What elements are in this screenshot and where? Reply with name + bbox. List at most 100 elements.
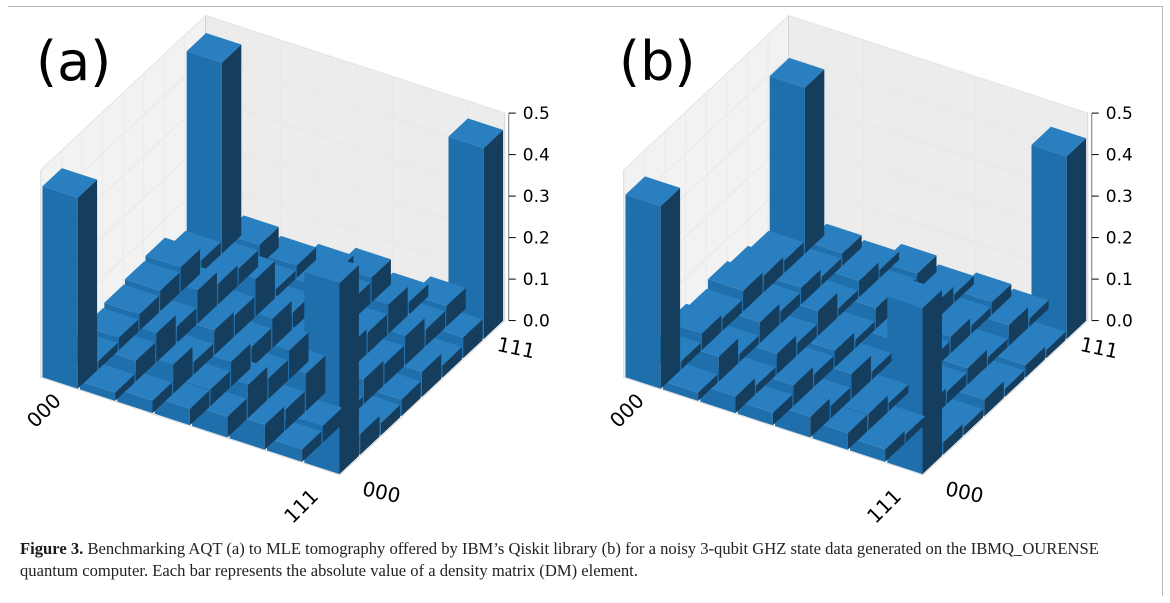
bar-face-right <box>152 382 172 414</box>
bar-face-right <box>483 129 504 339</box>
z-tick-label: 0.0 <box>523 312 550 332</box>
bar-face-left <box>117 389 153 414</box>
bar-face-right <box>868 395 888 431</box>
bar-face-left <box>154 397 190 426</box>
bar-face-right <box>834 332 855 368</box>
bar-face-left <box>266 437 303 462</box>
bar-face-right <box>231 343 251 387</box>
bar-face-right <box>743 272 763 312</box>
bar-face-right <box>268 360 288 399</box>
z-tick-label: 0.0 <box>1106 312 1133 332</box>
bar-face-right <box>801 269 821 305</box>
bar-face-right <box>718 338 739 382</box>
y-tick-label-start: 000 <box>360 476 402 507</box>
bar-face-right <box>1066 138 1087 339</box>
bar-face-right <box>804 69 825 254</box>
bar-face-right <box>289 332 309 380</box>
bar-face-right <box>305 355 326 412</box>
z-tick-label: 0.2 <box>523 229 550 249</box>
y-tick-label-start: 000 <box>943 476 985 507</box>
figure-caption: Figure 3. Benchmarking AQT (a) to MLE to… <box>20 538 1155 582</box>
bar-face-right <box>238 250 259 286</box>
bar-face-right <box>380 404 401 436</box>
panel-label: (b) <box>619 30 695 93</box>
bar-face-right <box>98 342 118 370</box>
bar-face-right <box>838 290 858 317</box>
z-tick-label: 0.5 <box>523 104 550 124</box>
bar-face-right <box>847 414 868 450</box>
bar-face-top <box>666 303 722 334</box>
bar-face-right <box>367 314 388 354</box>
bar-face-right <box>763 257 784 293</box>
y-tick-label-end: 111 <box>1078 332 1120 363</box>
bar-face-right <box>360 415 380 455</box>
bar-face-right <box>255 261 275 317</box>
bar-face-right <box>756 367 776 394</box>
x-tick-label-start: 000 <box>605 388 649 432</box>
bar-face-right <box>967 349 987 385</box>
bar-face-right <box>954 275 974 303</box>
bar-face-right <box>115 374 135 401</box>
z-tick-label: 0.1 <box>523 270 550 290</box>
bar-face-right <box>173 346 193 394</box>
bar-face-right <box>218 265 238 305</box>
bar-cell-0-7 <box>769 57 825 254</box>
bar-face-right <box>943 424 963 455</box>
bar-face-right <box>189 390 210 426</box>
bar-face-left <box>812 421 848 450</box>
z-tick-label: 0.3 <box>1106 187 1133 207</box>
bar-face-right <box>917 255 937 291</box>
bar-face-right <box>259 226 279 266</box>
bar-face-left <box>625 194 661 389</box>
bar-face-right <box>888 384 909 412</box>
bar-face-right <box>408 284 429 315</box>
bar-face-right <box>851 355 871 399</box>
bar-face-right <box>156 315 176 363</box>
bar-face-right <box>118 319 139 351</box>
bar-face-right <box>971 307 991 334</box>
bar-face-right <box>879 251 900 278</box>
bar-face-right <box>698 374 718 401</box>
bar-face-right <box>1025 347 1045 378</box>
bar-face-right <box>272 300 292 349</box>
bar-face-right <box>388 286 408 334</box>
bar-face-left <box>700 385 736 414</box>
z-gridline <box>40 14 505 171</box>
bar-face-right <box>814 356 834 387</box>
bar-face-left <box>769 76 805 254</box>
bar-face-right <box>322 407 343 443</box>
bar-cell-0-0 <box>42 168 98 389</box>
x-tick-label-end: 111 <box>862 484 906 528</box>
bar-face-right <box>139 296 159 331</box>
bar-face-right <box>227 398 247 438</box>
bar-face-top <box>448 118 504 149</box>
bar-face-left <box>42 186 78 389</box>
bar-face-right <box>425 311 446 347</box>
bar-face-right <box>363 360 384 404</box>
bar-face-right <box>660 187 681 389</box>
bar-face-top <box>625 176 681 207</box>
bar-face-right <box>296 247 317 278</box>
bar-face-right <box>739 335 759 363</box>
bar-face-right <box>821 258 842 286</box>
bar-face-right <box>784 242 804 273</box>
bar-face-right <box>963 409 984 436</box>
bar-face-right <box>371 259 391 303</box>
bar-face-left <box>1031 144 1067 339</box>
bar-face-top <box>304 253 359 284</box>
bar-face-right <box>276 270 296 298</box>
caption-text: Benchmarking AQT (a) to MLE tomography o… <box>20 539 1099 580</box>
bar-face-right <box>988 338 1008 366</box>
bar-face-right <box>859 262 879 298</box>
bar-face-right <box>842 235 862 266</box>
bar-face-right <box>991 284 1012 315</box>
bar-face-right <box>201 242 221 273</box>
z-tick-label: 0.2 <box>1106 229 1133 249</box>
bar-face-right <box>855 321 875 349</box>
bar-face-top <box>186 33 242 63</box>
bar-face-right <box>759 304 780 343</box>
bar-face-right <box>810 398 830 438</box>
bar-face-right <box>176 308 197 343</box>
bar-face-top <box>1031 126 1087 157</box>
bar-face-right <box>922 289 942 475</box>
